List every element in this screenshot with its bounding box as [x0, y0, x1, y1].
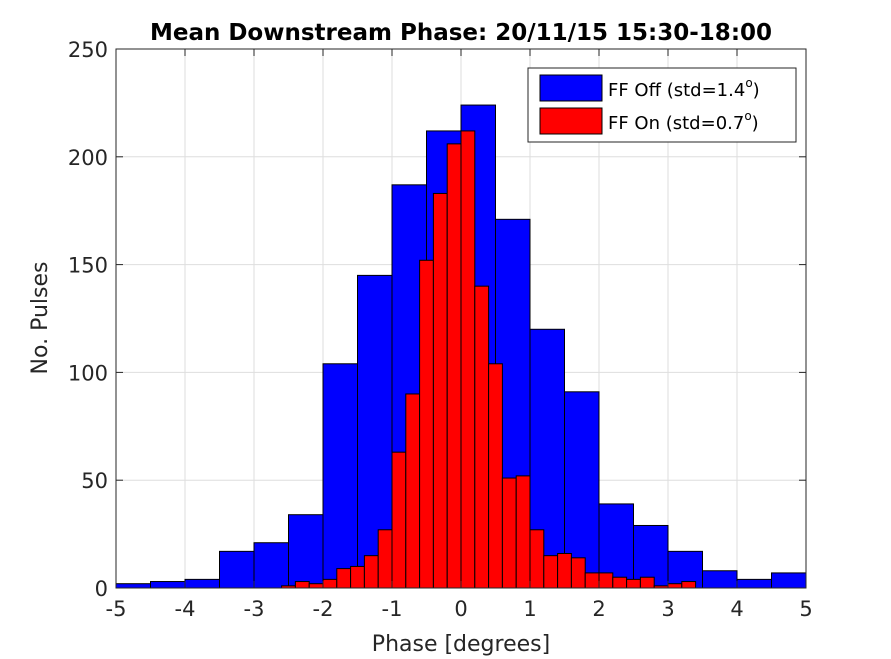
- bar-ff-on: [322, 578, 338, 589]
- bar-ff-off: [150, 581, 186, 589]
- bar-ff-off: [288, 514, 324, 589]
- y-tick-label: 250: [68, 38, 108, 62]
- x-axis-label: Phase [degrees]: [372, 632, 550, 657]
- y-tick-label: 0: [95, 577, 108, 601]
- legend-entry: FF Off (std=1.4o): [608, 76, 760, 101]
- bar-ff-on: [488, 363, 503, 589]
- bar-ff-off: [771, 572, 807, 589]
- bar-ff-off: [322, 363, 358, 589]
- bar-ff-on: [598, 572, 614, 589]
- bar-ff-off: [219, 550, 255, 589]
- bar-ff-on: [419, 259, 434, 589]
- x-tick-label: 1: [523, 597, 536, 621]
- y-axis-label: No. Pulses: [28, 262, 53, 375]
- bar-ff-on: [363, 555, 379, 589]
- bar-ff-on: [557, 553, 572, 589]
- x-tick-label: -2: [313, 597, 334, 621]
- y-tick-label: 200: [68, 146, 108, 170]
- x-tick-label: 2: [592, 597, 605, 621]
- bar-ff-on: [584, 572, 600, 589]
- bar-ff-on: [543, 555, 559, 589]
- x-tick-label: 0: [454, 597, 467, 621]
- x-tick-label: 5: [799, 597, 812, 621]
- bar-ff-on: [474, 285, 490, 589]
- chart-title: Mean Downstream Phase: 20/11/15 15:30-18…: [150, 20, 772, 46]
- legend: FF Off (std=1.4o) FF On (std=0.7o): [527, 67, 797, 143]
- bar-ff-on: [391, 451, 407, 589]
- bar-ff-on: [626, 578, 641, 589]
- x-tick-label: -3: [244, 597, 265, 621]
- y-tick-label: 150: [68, 254, 108, 278]
- bar-ff-on: [460, 130, 476, 589]
- y-tick-label: 50: [81, 469, 108, 493]
- bar-ff-on: [308, 583, 324, 589]
- bar-ff-on: [377, 529, 393, 589]
- bar-ff-on: [681, 581, 697, 589]
- x-tick-label: -4: [175, 597, 196, 621]
- x-tick-label: -1: [382, 597, 403, 621]
- bar-ff-on: [294, 581, 310, 589]
- bar-ff-off: [253, 542, 289, 589]
- bar-ff-on: [446, 143, 462, 589]
- y-axis-ticks: 0 50 100 150 200 250: [68, 38, 806, 601]
- bar-ff-on: [529, 529, 545, 589]
- bar-ff-off: [115, 583, 151, 589]
- legend-swatch: [539, 107, 603, 135]
- bar-ff-on: [501, 477, 517, 589]
- bar-ff-on: [612, 576, 628, 589]
- series-ff-on-bars: [281, 130, 697, 589]
- bar-ff-on: [405, 393, 421, 589]
- bar-ff-on: [515, 475, 531, 589]
- x-axis-ticks: -5 -4 -3 -2 -1 0 1 2 3 4 5: [106, 49, 813, 621]
- legend-swatch: [539, 74, 603, 102]
- bar-ff-on: [336, 568, 352, 589]
- bar-ff-on: [667, 583, 683, 589]
- x-tick-label: -5: [106, 597, 127, 621]
- bar-ff-off: [702, 570, 738, 589]
- x-tick-label: 4: [730, 597, 743, 621]
- bar-ff-on: [570, 557, 586, 589]
- y-tick-label: 100: [68, 361, 108, 385]
- bar-ff-on: [350, 565, 365, 589]
- bar-ff-on: [639, 576, 655, 589]
- bar-ff-off: [736, 578, 772, 589]
- legend-entry: FF On (std=0.7o): [608, 109, 759, 134]
- bar-ff-on: [432, 192, 448, 589]
- bar-ff-off: [184, 578, 220, 589]
- x-tick-label: 3: [661, 597, 674, 621]
